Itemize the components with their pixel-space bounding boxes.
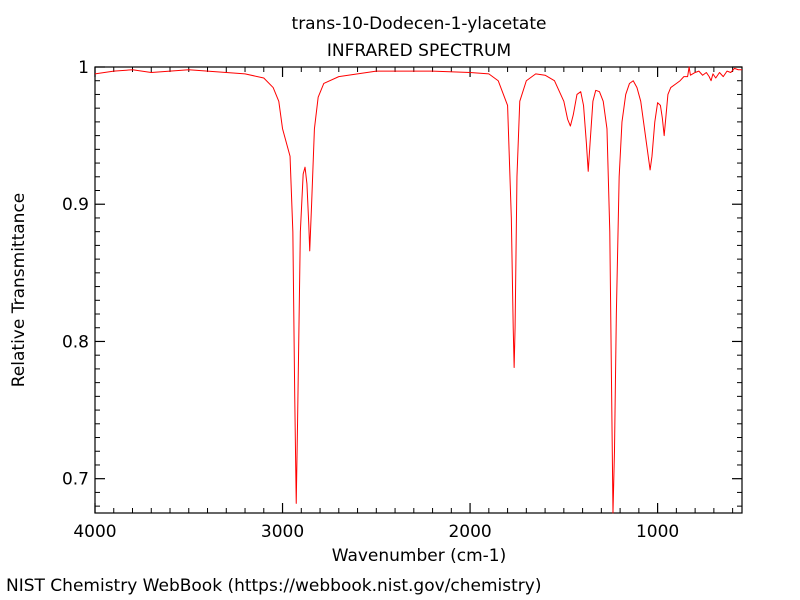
x-axis-label: Wavenumber (cm-1) [332,546,507,566]
series-group [94,66,742,514]
plot-frame [94,66,743,514]
y-tick-label: 0.7 [62,470,89,490]
chart-title: trans-10-Dodecen-1-ylacetate [292,14,547,34]
x-tick-label: 1000 [636,522,679,542]
x-tick-label: 4000 [73,522,116,542]
y-tick-labels: 0.7 0.8 0.9 1 [62,58,89,490]
spectrum-line [94,66,742,514]
y-tick-label: 0.8 [62,332,89,352]
source-credit[interactable]: NIST Chemistry WebBook (https://webbook.… [6,576,542,596]
x-minor-ticks [113,67,734,513]
chart-subtitle: INFRARED SPECTRUM [327,41,511,61]
y-tick-label: 0.9 [62,195,89,215]
y-minor-ticks [95,80,742,507]
y-tick-label: 1 [78,58,89,78]
x-tick-label: 3000 [261,522,304,542]
x-major-ticks [94,67,659,513]
x-tick-label: 2000 [448,522,491,542]
x-tick-labels: 4000 3000 2000 1000 [73,522,679,542]
y-major-ticks [95,66,742,480]
y-axis-label: Relative Transmittance [9,193,29,388]
